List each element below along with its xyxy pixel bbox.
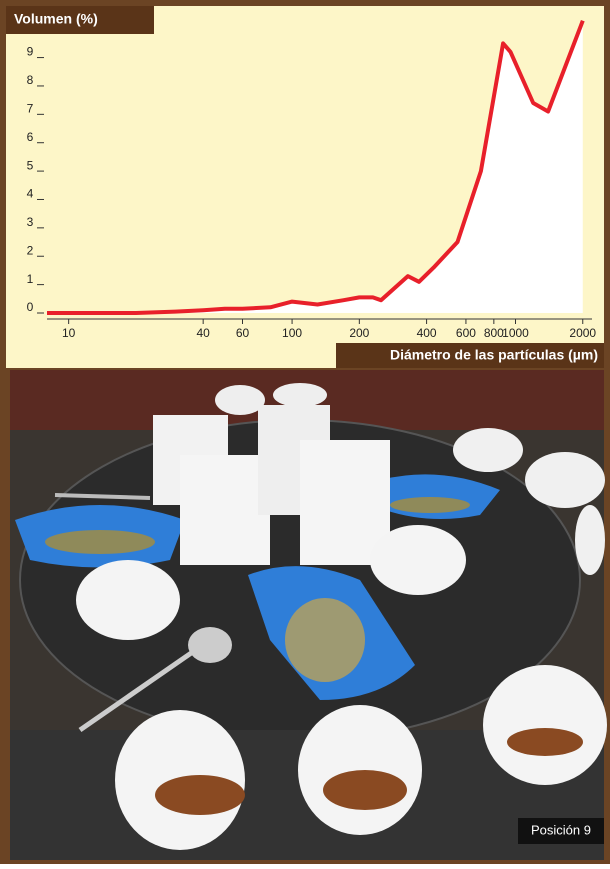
- x-tick-label: 1000: [502, 326, 529, 340]
- x-axis-label: Diámetro de las partículas (µm): [390, 347, 598, 363]
- caption-box: [518, 818, 604, 844]
- y-tick-label: 8: [27, 73, 34, 87]
- x-tick-label: 2000: [569, 326, 596, 340]
- photo-caption: Posición 9: [531, 822, 591, 837]
- y-tick-label: 9: [27, 45, 34, 59]
- y-tick-label: 4: [27, 187, 34, 201]
- chart-title: Volumen (%): [14, 11, 98, 27]
- x-tick-label: 400: [417, 326, 437, 340]
- y-tick-label: 5: [27, 158, 34, 172]
- y-tick-label: 0: [27, 300, 34, 314]
- line: [47, 19, 585, 315]
- y-tick-label: 7: [27, 102, 34, 116]
- x-label-box: [336, 343, 604, 368]
- x-tick-label: 800: [484, 326, 504, 340]
- photo: [10, 370, 607, 860]
- area-fill: [47, 20, 583, 313]
- y-tick-label: 2: [27, 243, 34, 257]
- y-tick-label: 1: [27, 272, 34, 286]
- title-box: [6, 6, 154, 34]
- y-tick-label: 6: [27, 130, 34, 144]
- y-tick-label: 3: [27, 215, 34, 229]
- x-tick-label: 100: [282, 326, 302, 340]
- x-tick-label: 200: [349, 326, 369, 340]
- x-tick-label: 60: [236, 326, 250, 340]
- x-tick-label: 600: [456, 326, 476, 340]
- x-tick-label: 40: [196, 326, 210, 340]
- x-tick-label: 10: [62, 326, 76, 340]
